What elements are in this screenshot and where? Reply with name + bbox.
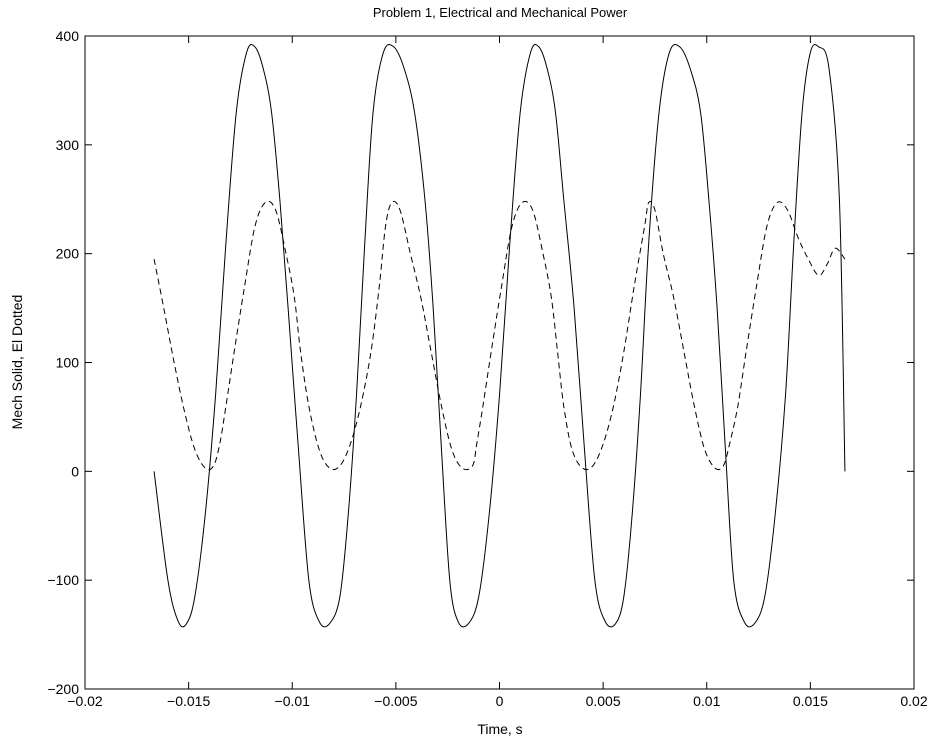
x-tick-label: −0.005: [374, 693, 417, 709]
x-axis-label: Time, s: [477, 721, 522, 737]
series-line-mechanical: [153, 44, 846, 628]
y-tick-label: 300: [56, 137, 80, 153]
x-axis-ticks: −0.02 −0.015 −0.01 −0.005 0 0.005 0.01 0.015 0.0…: [67, 36, 928, 709]
x-tick-label: 0.015: [793, 693, 828, 709]
y-tick-label: 100: [56, 355, 80, 371]
y-tick-label: 400: [56, 28, 80, 44]
y-axis-ticks: −200 −100 0 100 200 300 400: [47, 28, 914, 697]
x-tick-label: −0.01: [275, 693, 311, 709]
y-tick-label: 200: [56, 246, 80, 262]
x-tick-label: −0.015: [167, 693, 210, 709]
y-tick-label: 0: [71, 463, 79, 479]
x-tick-label: 0.02: [900, 693, 927, 709]
y-tick-label: −100: [47, 572, 79, 588]
y-tick-label: −200: [47, 681, 79, 697]
plot-frame: [84, 35, 915, 690]
x-tick-label: −0.02: [67, 693, 103, 709]
series-line-electrical: [153, 200, 846, 471]
series-layer: [153, 44, 846, 628]
x-tick-label: 0.01: [693, 693, 720, 709]
y-axis-label: Mech Solid, El Dotted: [9, 295, 25, 430]
x-tick-label: 0.005: [586, 693, 621, 709]
x-tick-label: 0: [496, 693, 504, 709]
chart-title: Problem 1, Electrical and Mechanical Pow…: [373, 5, 628, 20]
